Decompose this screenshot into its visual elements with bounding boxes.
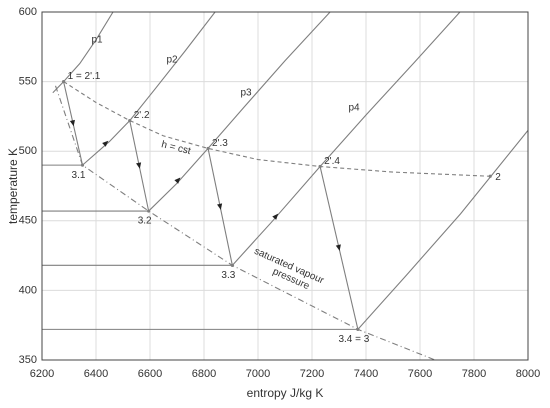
arrow xyxy=(272,213,279,220)
x-tick-label: 8000 xyxy=(516,368,540,380)
point-label: 2'.2 xyxy=(134,110,150,121)
arrow xyxy=(102,140,109,147)
plot-area xyxy=(42,12,528,360)
state-point xyxy=(128,118,132,123)
x-tick-label: 7200 xyxy=(300,368,324,380)
isobar-label: p4 xyxy=(348,103,360,114)
isobar xyxy=(52,12,114,94)
y-tick-label: 550 xyxy=(19,76,37,88)
arrow xyxy=(174,177,181,184)
isobar xyxy=(148,12,331,212)
point-label: 3.4 = 3 xyxy=(338,334,369,345)
plot-frame xyxy=(41,11,529,361)
arrow xyxy=(217,203,223,210)
x-tick-label: 6800 xyxy=(192,368,216,380)
y-tick-label: 500 xyxy=(19,145,37,157)
h-constant-curve xyxy=(63,81,491,177)
y-tick-label: 450 xyxy=(19,215,37,227)
point-label: 1 = 2'.1 xyxy=(68,71,101,82)
isobar xyxy=(357,129,528,330)
isobar-label: p3 xyxy=(240,88,252,99)
x-tick-label: 6600 xyxy=(138,368,162,380)
y-tick-label: 600 xyxy=(19,6,37,18)
x-tick-label: 6200 xyxy=(30,368,54,380)
state-point xyxy=(62,80,66,84)
x-tick-label: 6400 xyxy=(84,368,108,380)
isobar-label: p1 xyxy=(91,35,103,46)
x-tick-label: 7000 xyxy=(246,368,270,380)
isobar xyxy=(231,12,461,266)
point-label: 2'.4 xyxy=(324,156,340,167)
point-label: 3.2 xyxy=(138,216,152,227)
y-tick-label: 400 xyxy=(19,284,37,296)
x-tick-label: 7600 xyxy=(408,368,432,380)
point-label: 3.1 xyxy=(72,170,86,181)
y-tick-label: 350 xyxy=(19,354,37,366)
point-label: 3.3 xyxy=(221,270,235,281)
state-point xyxy=(318,164,322,169)
arrow xyxy=(69,119,75,127)
state-point xyxy=(356,327,360,331)
arrow xyxy=(136,162,142,169)
saturation-curve xyxy=(54,85,436,360)
point-label: 2'.3 xyxy=(212,138,228,149)
state-point xyxy=(80,163,85,167)
state-point xyxy=(147,209,151,213)
isobar-label: p2 xyxy=(166,55,178,66)
point-label: 2 xyxy=(495,172,501,183)
x-axis-label: entropy J/kg K xyxy=(247,386,324,400)
y-axis-label: temperature K xyxy=(6,148,20,224)
state-point xyxy=(488,174,492,178)
state-point xyxy=(206,146,210,151)
x-tick-label: 7800 xyxy=(462,368,486,380)
arrow xyxy=(335,244,341,251)
state-point xyxy=(230,263,234,267)
x-tick-label: 7400 xyxy=(354,368,378,380)
